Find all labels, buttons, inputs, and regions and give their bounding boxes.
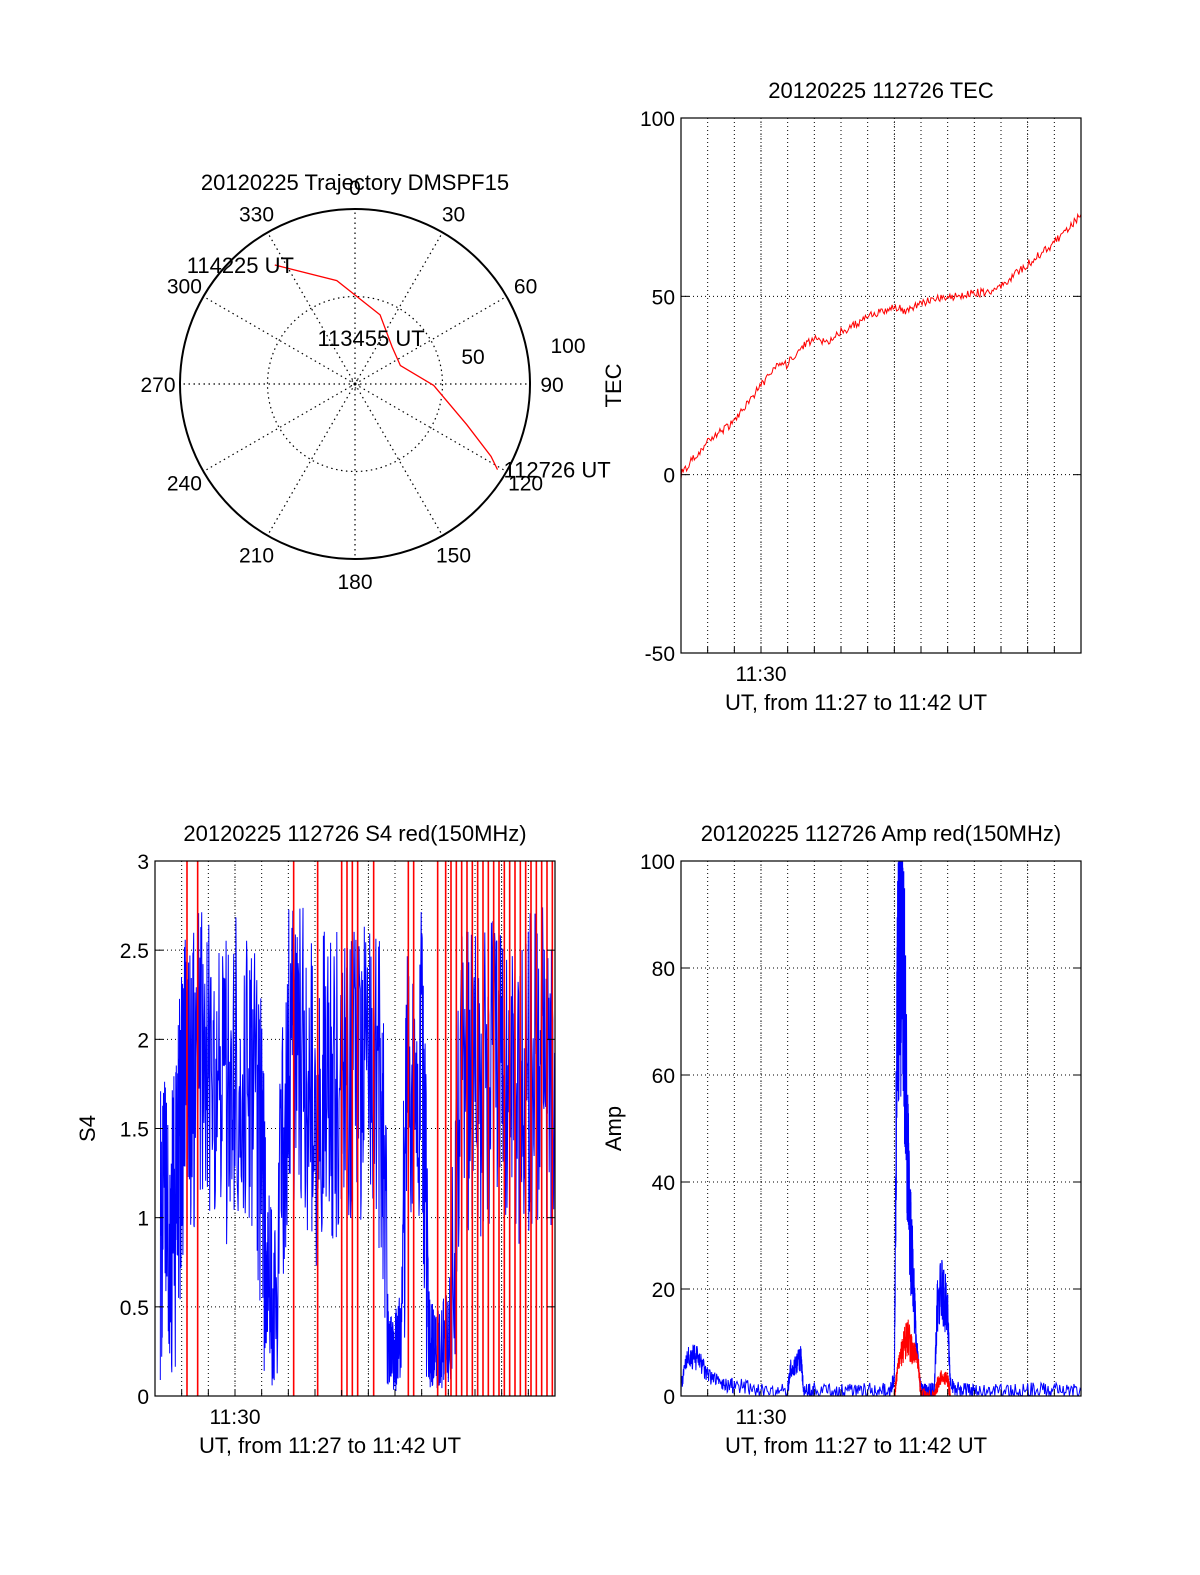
trajectory-title: 20120225 Trajectory DMSPF15 [201,170,509,195]
tec-xtick-label: 11:30 [736,663,787,686]
trajectory-outer-circle [179,208,531,560]
azimuth-label: 150 [436,545,471,568]
amp-panel: 0 20 40 60 80 100 11:30 UT, from 11:27 to 11:42… [601,821,1082,1458]
amp-series-0 [681,861,1081,1396]
amp-frame [680,860,1082,1397]
trajectory-track [274,264,499,470]
trajectory-spoke [354,232,444,385]
azimuth-label: 90 [540,374,563,397]
trajectory-spoke [266,232,356,385]
tec-series-0 [681,212,1081,479]
azimuth-label: 0 [349,177,361,200]
amp-grid [681,861,1081,1396]
azimuth-label: 60 [514,276,537,299]
amp-xtick-label: 11:30 [736,1406,787,1429]
s4-panel: 0 0.5 1 1.5 2 2.5 3 11:30 UT, from 11:27 to 11:4… [75,821,556,1458]
trajectory-spoke [203,383,356,473]
tec-xlabel: UT, from 11:27 to 11:42 UT [725,690,987,715]
tec-data [681,212,1081,479]
azimuth-label: 120 [508,473,543,496]
amp-data [681,861,1081,1396]
amp-ytick-label: 0 [663,1386,675,1409]
tec-ytick-label: 50 [652,286,675,309]
trajectory-spoke [354,383,444,536]
trajectory-spoke [266,383,356,536]
amp-ytick-label: 60 [652,1065,675,1088]
azimuth-label: 240 [167,473,202,496]
track-label: 114225 UT [187,253,294,278]
amp-ytick-label: 80 [652,958,675,981]
trajectory-grid [180,209,530,559]
s4-ytick-label: 2.5 [120,940,149,963]
azimuth-label: 300 [167,276,202,299]
tec-panel: -50 0 50 100 11:30 UT, from 11:27 to 11:42 UT… [601,78,1082,715]
tec-title: 20120225 112726 TEC [768,78,994,103]
amp-ylabel: Amp [601,1106,626,1151]
s4-ytick-label: 3 [137,851,149,874]
s4-ylabel: S4 [75,1115,100,1142]
amp-series-1 [893,1319,951,1396]
amp-ytick-label: 40 [652,1172,675,1195]
radial-label-100: 100 [550,335,585,358]
trajectory-ring-50 [266,295,444,473]
amp-ytick-label: 20 [652,1279,675,1302]
amp-title: 20120225 112726 Amp red(150MHz) [701,821,1061,846]
trajectory-panel: 0 30 60 90 120 150 180 210 240 270 300 330 50 100 1142… [140,170,610,594]
s4-xlabel: UT, from 11:27 to 11:42 UT [199,1433,461,1458]
trajectory-spoke [354,295,507,385]
tec-ytick-label: 0 [663,465,675,488]
trajectory-ring-center [350,379,360,389]
azimuth-label: 180 [337,571,372,594]
s4-title: 20120225 112726 S4 red(150MHz) [183,821,526,846]
s4-ytick-label: 1 [137,1208,149,1231]
s4-ytick-label: 1.5 [120,1119,149,1142]
trajectory-spoke [354,383,507,473]
tec-ylabel: TEC [601,363,626,407]
tec-ytick-label: -50 [645,643,675,666]
tec-frame [680,117,1082,654]
radial-label-50: 50 [461,346,484,369]
amp-ytick-label: 100 [640,851,675,874]
trajectory-spoke [203,295,356,385]
amp-xlabel: UT, from 11:27 to 11:42 UT [725,1433,987,1458]
tec-grid [681,118,1081,653]
tec-ytick-label: 100 [640,108,675,131]
s4-ytick-label: 2 [137,1029,149,1052]
azimuth-label: 270 [140,374,175,397]
azimuth-label: 30 [442,203,465,226]
azimuth-label: 330 [239,203,274,226]
s4-ytick-label: 0 [137,1386,149,1409]
track-label: 112726 UT [504,458,611,483]
s4-ytick-label: 0.5 [120,1297,149,1320]
track-label: 113455 UT [317,326,424,351]
s4-xtick-label: 11:30 [210,1406,261,1429]
azimuth-label: 210 [239,545,274,568]
